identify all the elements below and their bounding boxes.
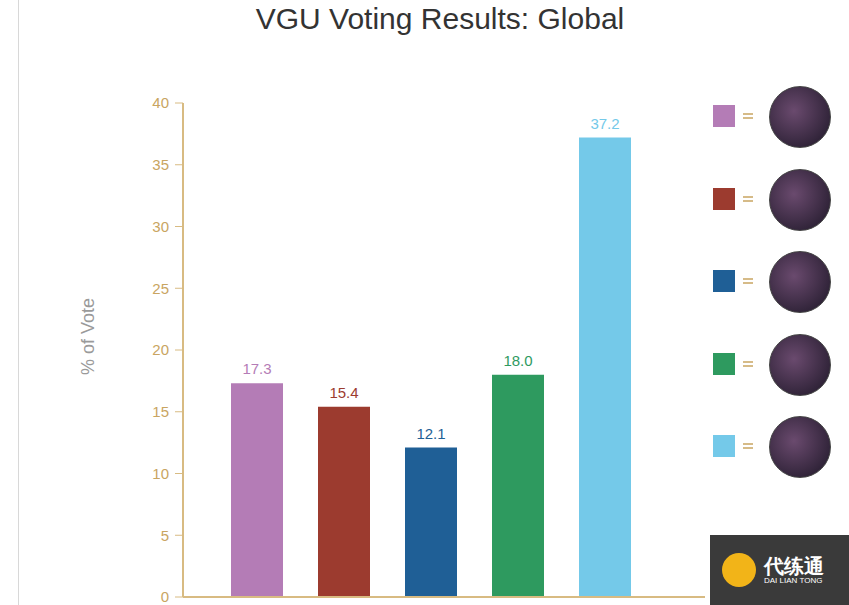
svg-text:40: 40 [152,94,169,111]
html-text:% of Vote: % of Vote [77,298,98,375]
svg-text:0: 0 [161,588,169,605]
svg-text:15.4: 15.4 [329,384,358,401]
html-text:VGU Voting Results: Global: VGU Voting Results: Global [255,2,625,35]
svg-text:12.1: 12.1 [416,425,445,442]
svg-text:25: 25 [152,280,169,297]
svg-text:18.0: 18.0 [503,352,532,369]
svg-text:20: 20 [152,341,169,358]
svg-text:35: 35 [152,156,169,173]
svg-text:30: 30 [152,218,169,235]
svg-text:10: 10 [152,465,169,482]
html-text:DAI LIAN TONG: DAI LIAN TONG [764,575,823,585]
svg-text:17.3: 17.3 [242,360,271,377]
svg-text:37.2: 37.2 [590,115,619,132]
svg-text:15: 15 [152,403,169,420]
html-text:代练通: 代练通 [764,554,824,577]
svg-text:5: 5 [161,527,169,544]
